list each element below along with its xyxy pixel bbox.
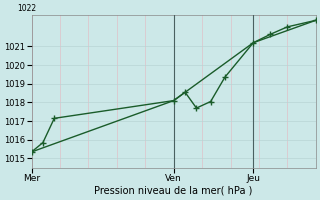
X-axis label: Pression niveau de la mer( hPa ): Pression niveau de la mer( hPa )	[94, 186, 253, 196]
Text: 1022: 1022	[17, 4, 36, 13]
